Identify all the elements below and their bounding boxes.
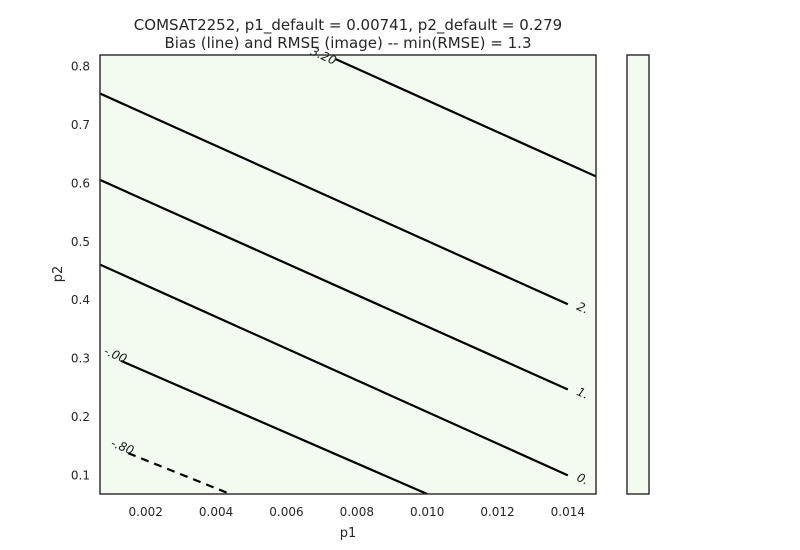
y-tick-label: 0.4 [71,293,90,307]
y-tick-label: 0.5 [71,235,90,249]
y-axis-ticks: 0.1 0.2 0.3 0.4 0.5 0.6 0.7 0.8 [71,60,90,483]
chart-title: COMSAT2252, p1_default = 0.00741, p2_def… [134,16,562,35]
x-axis-ticks: 0.002 0.004 0.006 0.008 0.010 0.012 0.014 [129,505,585,519]
contour-line [100,178,569,391]
contour-line [127,452,231,494]
contour-lines [100,58,596,494]
x-tick-label: 0.008 [340,505,374,519]
plot-area: -.80-.000.1.2.3.20 [99,44,597,495]
contour-label: 2. [575,299,591,316]
contour-line [335,58,596,178]
x-tick-label: 0.006 [269,505,303,519]
y-tick-label: 0.8 [71,60,90,74]
y-tick-label: 0.6 [71,176,90,190]
x-tick-label: 0.002 [129,505,163,519]
x-tick-label: 0.014 [551,505,585,519]
rmse-image [100,55,596,494]
x-tick-label: 0.012 [480,505,514,519]
contour-line [100,92,569,306]
colorbar [626,54,650,495]
x-tick-label: 0.004 [199,505,233,519]
x-tick-label: 0.010 [410,505,444,519]
contour-label: 1. [575,384,591,401]
contour-line [120,359,428,494]
plot-frame [99,54,597,495]
contour-label: 0. [575,470,591,487]
y-tick-label: 0.7 [71,118,90,132]
y-tick-label: 0.1 [71,468,90,482]
y-axis-label: p2 [51,266,66,283]
chart-subtitle: Bias (line) and RMSE (image) -- min(RMSE… [165,34,532,52]
y-tick-label: 0.3 [71,352,90,366]
contour-line [100,263,569,477]
x-axis-label: p1 [340,526,357,541]
y-tick-label: 0.2 [71,410,90,424]
